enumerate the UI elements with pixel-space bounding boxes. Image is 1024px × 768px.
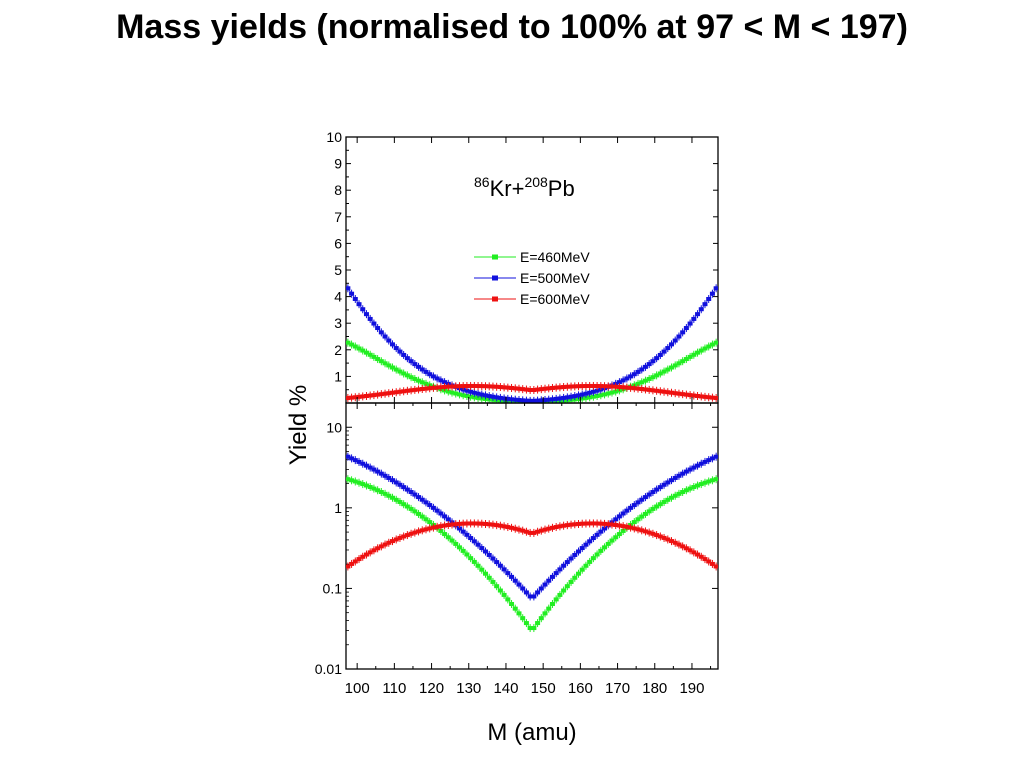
top-ytick-label: 6 (334, 235, 342, 251)
reaction-label: 86Kr+208Pb (474, 174, 575, 201)
bottom-ytick-label: 0.01 (315, 661, 342, 677)
legend-label: E=600MeV (520, 291, 590, 307)
top-ytick-label: 3 (334, 315, 342, 331)
bottom-ytick-label: 0.1 (323, 580, 343, 596)
xtick-label: 180 (642, 680, 667, 697)
xtick-label: 130 (456, 680, 481, 697)
top-ytick-label: 8 (334, 182, 342, 198)
legend-label: E=500MeV (520, 270, 590, 286)
top-y-axis: 1 2 3 4 5 6 7 8 9 10 (326, 129, 718, 391)
bottom-y-axis: 0.01 0.1 1 10 (315, 402, 718, 677)
legend: E=460MeV E=500MeV E=600MeV (474, 249, 590, 307)
top-ytick-label: 7 (334, 209, 342, 225)
bottom-series-group (346, 452, 718, 633)
top-ytick-label: 9 (334, 156, 342, 172)
top-ytick-label: 5 (334, 262, 342, 278)
xtick-label: 170 (605, 680, 630, 697)
legend-label: E=460MeV (520, 249, 590, 265)
top-ytick-label: 10 (326, 129, 342, 145)
legend-marker (492, 275, 498, 281)
series-line-bottom (347, 478, 717, 629)
xtick-label: 190 (679, 680, 704, 697)
top-series-group (346, 284, 718, 403)
top-ytick-label: 2 (334, 342, 342, 358)
xtick-label: 150 (531, 680, 556, 697)
top-ytick-label: 1 (334, 368, 342, 384)
bottom-plot-frame (345, 402, 719, 670)
xtick-label: 120 (419, 680, 444, 697)
top-ytick-label: 4 (334, 289, 342, 305)
legend-marker (492, 296, 498, 302)
xtick-label: 140 (493, 680, 518, 697)
xtick-label: 110 (382, 680, 406, 697)
reaction-kr: Kr+ (490, 176, 525, 201)
bottom-ytick-label: 1 (334, 500, 342, 516)
legend-marker (492, 254, 498, 260)
y-axis-label: Yield % (285, 385, 312, 465)
bottom-ytick-label: 10 (326, 419, 342, 435)
series-line-bottom (347, 523, 717, 567)
x-axis: 100 110 120 130 140 150 160 170 180 190 (345, 137, 712, 697)
reaction-pb: Pb (548, 176, 575, 201)
series-line-bottom (347, 456, 717, 597)
reaction-mass-kr: 86 (474, 174, 490, 190)
xtick-label: 160 (568, 680, 593, 697)
slide-title: Mass yields (normalised to 100% at 97 < … (116, 8, 908, 46)
xtick-label: 100 (345, 680, 370, 697)
x-axis-label: M (amu) (487, 719, 576, 746)
reaction-mass-pb: 208 (524, 174, 548, 190)
